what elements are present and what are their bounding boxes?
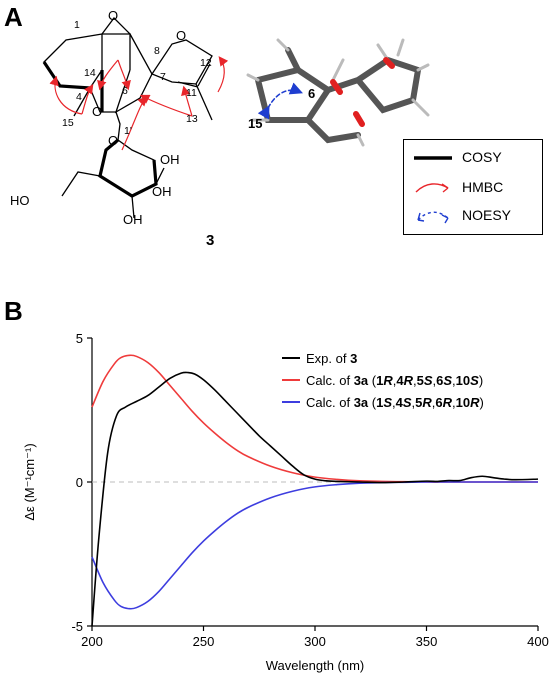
num-7: 7 (160, 71, 166, 83)
x-tick-label: 300 (304, 634, 326, 649)
y-tick-label: 5 (76, 331, 83, 346)
x-axis-ticks: 200 250 300 350 400 (81, 626, 549, 649)
x-tick-label: 350 (416, 634, 438, 649)
y-tick-label: -5 (71, 619, 83, 634)
cosy-swatch (414, 156, 452, 160)
x-tick-label: 200 (81, 634, 103, 649)
atom-o-link: O (92, 104, 102, 119)
atom-oh-6: OH (160, 152, 180, 167)
ecd-chart: 200 250 300 350 400 -5 0 5 Wavelength (nm) Δε … (22, 331, 549, 673)
chart-legend: Exp. of 3 Calc. of 3a (1R,4R,5S,6S,10S) Ca… (282, 351, 484, 410)
panel-b-label: B (4, 296, 23, 326)
y-axis-label: Δε (M⁻¹cm⁻¹) (22, 443, 37, 520)
structure-drawing: O O O O OH OH OH HO 1 14 4 15 6 8 7 12 1… (10, 8, 229, 227)
num-13: 13 (186, 113, 198, 125)
x-axis-label: Wavelength (nm) (266, 658, 365, 673)
series-line-2 (91, 481, 538, 610)
structure-legend: COSY HMBC NOESY (403, 139, 543, 235)
num-4: 4 (76, 91, 82, 103)
atom-ho-ch2: HO (10, 193, 30, 208)
panel-a-label: A (4, 2, 23, 32)
atom-o-furan: O (176, 28, 186, 43)
noesy-swatch (417, 211, 449, 224)
hmbc-swatch (415, 183, 449, 193)
y-tick-label: 0 (76, 475, 83, 490)
model-label-15: 15 (248, 116, 262, 131)
x-tick-label: 400 (527, 634, 549, 649)
legend-label-0: Exp. of 3 (306, 351, 357, 366)
legend-hmbc: HMBC (404, 178, 544, 198)
num-15: 15 (62, 117, 74, 129)
num-11: 11 (186, 87, 197, 99)
num-12: 12 (200, 57, 212, 69)
y-axis-ticks: -5 0 5 (71, 331, 92, 634)
compound-number: 3 (206, 232, 215, 249)
num-6: 6 (122, 85, 128, 97)
legend-cosy-label: COSY (462, 149, 502, 165)
num-1: 1 (74, 19, 80, 31)
atom-oh-3: OH (152, 184, 172, 199)
model-label-6: 6 (308, 86, 315, 101)
series-line-0 (91, 371, 539, 627)
x-tick-label: 250 (193, 634, 215, 649)
cosy-bonds (42, 61, 158, 198)
num-14: 14 (84, 67, 96, 79)
num-1-prime: 1' (124, 125, 132, 137)
legend-cosy: COSY (404, 148, 544, 168)
legend-label-2: Calc. of 3a (1S,4S,5R,6R,10R) (306, 395, 484, 410)
conformer-model: 15 6 (246, 38, 430, 147)
series-lines (91, 354, 539, 627)
double-bonds (177, 63, 211, 88)
atom-o-epoxide: O (108, 8, 118, 23)
atom-o-pyran: O (108, 133, 118, 148)
num-8: 8 (154, 45, 160, 57)
legend-noesy-label: NOESY (462, 207, 512, 223)
legend-label-1: Calc. of 3a (1R,4R,5S,6S,10S) (306, 373, 483, 388)
legend-hmbc-label: HMBC (462, 179, 504, 195)
legend-noesy: NOESY (404, 206, 544, 226)
hmbc-arrows (49, 56, 229, 151)
atom-oh-4: OH (123, 212, 143, 227)
